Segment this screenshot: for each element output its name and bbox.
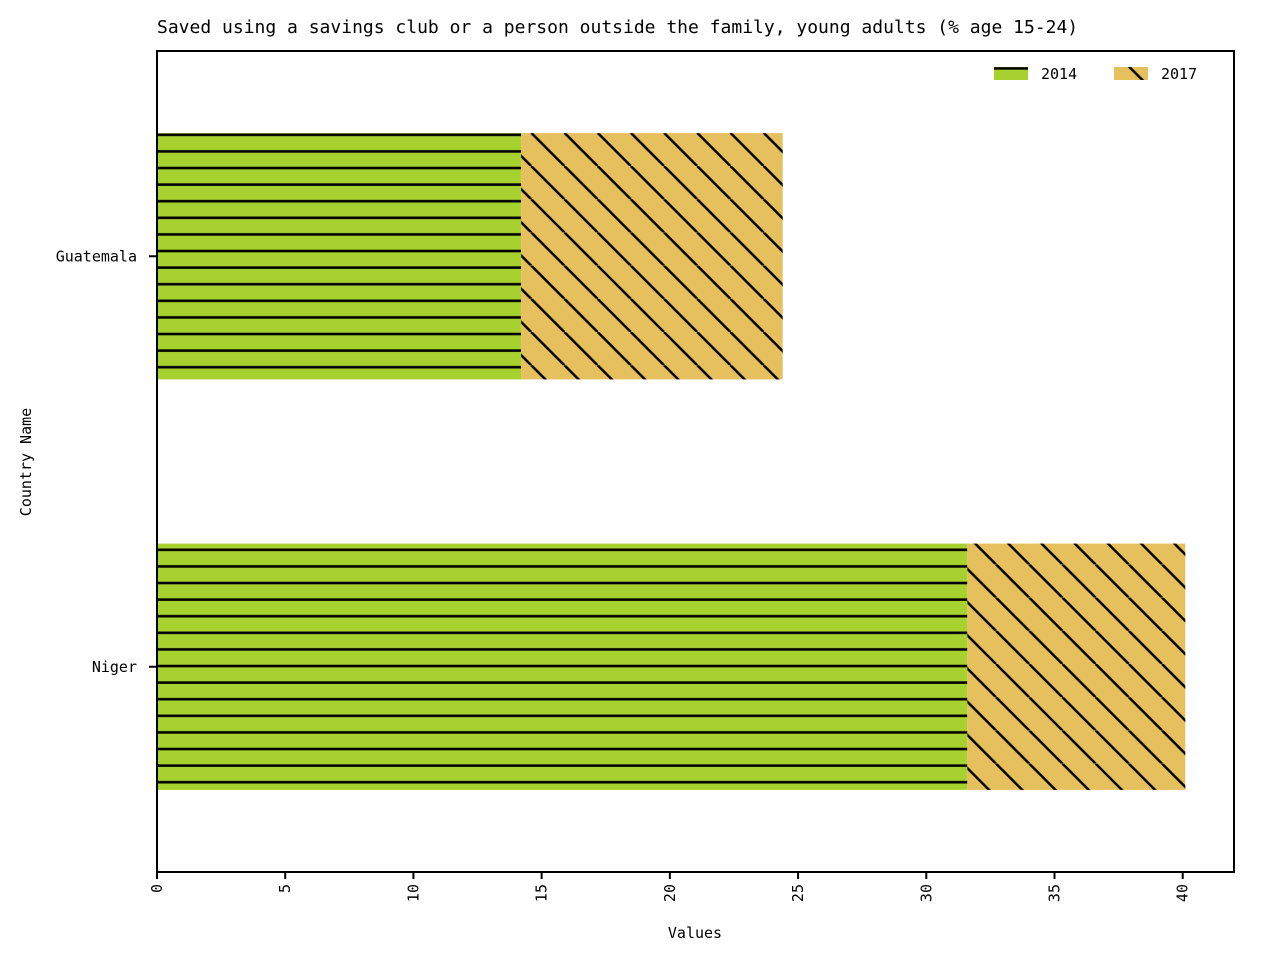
bar-hatch [521,133,783,380]
bar-hatch [157,133,522,380]
x-tick-label: 15 [533,884,551,902]
x-tick-label: 40 [1174,884,1192,902]
legend-item-2014: 2014 [994,65,1077,83]
x-tick-label: 20 [661,884,679,902]
y-axis-label: Country Name [17,408,35,516]
legend-label: 2017 [1161,65,1197,83]
legend-swatch-hatch [994,67,1028,80]
x-tick-label: 0 [148,884,166,893]
x-tick-label: 30 [917,884,935,902]
y-tick-label: Guatemala [56,247,137,265]
y-axis: Guatemala Niger [56,247,157,676]
bar-hatch [967,543,1186,790]
legend: 2014 2017 [994,65,1197,83]
bar-guatemala-2014 [157,133,522,380]
x-axis: 0 5 10 15 20 25 30 35 40 [148,872,1192,902]
plot-frame [156,50,1235,873]
x-tick-label: 35 [1046,884,1064,902]
legend-item-2017: 2017 [1114,65,1197,83]
legend-label: 2014 [1041,65,1077,83]
bar-niger-2014 [157,543,968,790]
x-tick-label: 10 [404,884,422,902]
chart-title: Saved using a savings club or a person o… [157,17,1078,38]
x-tick-label: 5 [276,884,294,893]
x-axis-label: Values [668,924,722,942]
bar-hatch [157,543,968,790]
y-tick-label: Niger [92,658,137,676]
bars-layer [157,133,1186,790]
bar-niger-2017 [967,543,1186,790]
bar-guatemala-2017 [521,133,783,380]
x-tick-label: 25 [789,884,807,902]
legend-swatch-hatch [1114,67,1148,80]
